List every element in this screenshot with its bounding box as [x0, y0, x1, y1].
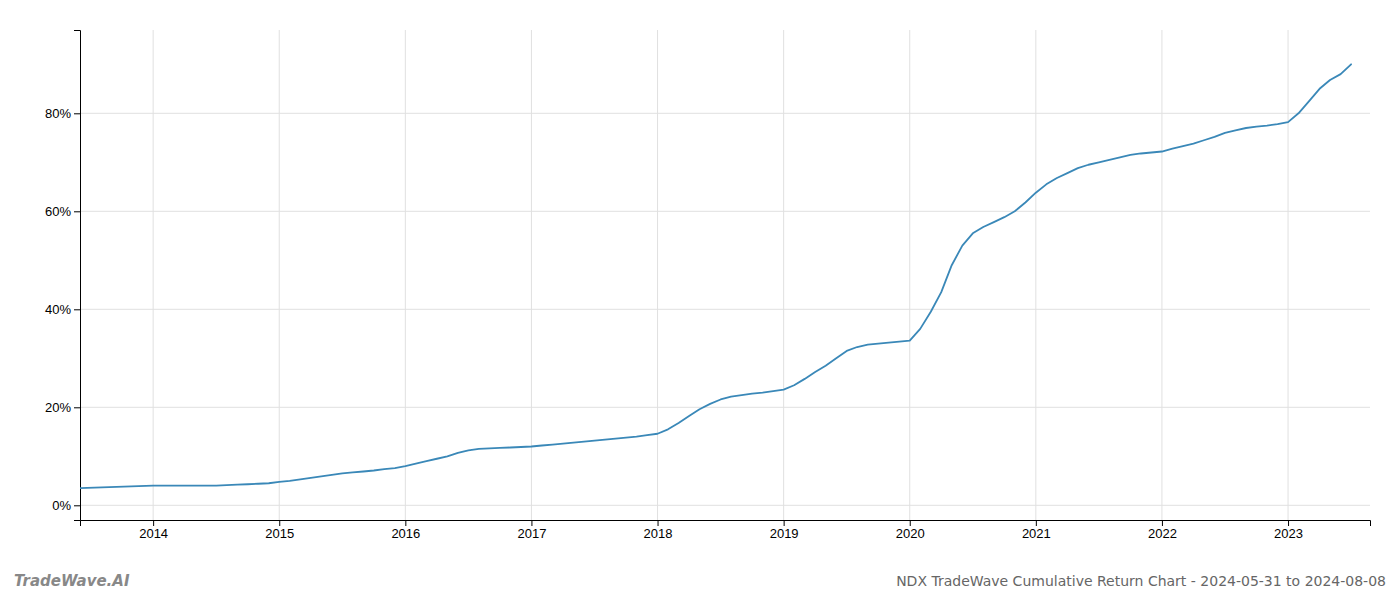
- y-tick-label: 0%: [52, 498, 71, 513]
- grid-line-x: [1035, 30, 1036, 520]
- y-tick: 60%: [45, 204, 80, 219]
- x-tick-mark: [784, 520, 785, 526]
- y-tick-label: 60%: [45, 204, 71, 219]
- watermark: TradeWave.AI: [14, 572, 130, 590]
- grid-line-x: [405, 30, 406, 520]
- x-axis-line: [81, 521, 1371, 527]
- x-tick-label: 2023: [1274, 526, 1303, 541]
- y-tick-mark: [74, 113, 80, 114]
- y-tick: 0%: [52, 498, 80, 513]
- grid-line-x: [783, 30, 784, 520]
- grid-line-y: [80, 505, 1370, 506]
- x-tick: 2020: [896, 520, 925, 541]
- x-tick-label: 2016: [391, 526, 420, 541]
- grid-line-y: [80, 211, 1370, 212]
- x-tick-label: 2015: [265, 526, 294, 541]
- y-tick-label: 20%: [45, 400, 71, 415]
- x-tick-mark: [1288, 520, 1289, 526]
- y-tick: 40%: [45, 302, 80, 317]
- grid-line-x: [657, 30, 658, 520]
- chart: 2014 2015 2016 2017 2018 2019 2020 2021 2022 2023…: [0, 0, 1400, 600]
- x-tick-mark: [531, 520, 532, 526]
- x-tick: 2018: [644, 520, 673, 541]
- x-tick: 2019: [770, 520, 799, 541]
- y-tick: 80%: [45, 106, 80, 121]
- line: [80, 64, 1351, 488]
- x-tick-label: 2018: [644, 526, 673, 541]
- x-tick-mark: [658, 520, 659, 526]
- y-tick-mark: [74, 211, 80, 212]
- x-tick: 2023: [1274, 520, 1303, 541]
- grid-line-x: [279, 30, 280, 520]
- x-tick: 2022: [1148, 520, 1177, 541]
- y-tick-label: 40%: [45, 302, 71, 317]
- grid: [80, 30, 1370, 520]
- x-tick-label: 2014: [139, 526, 168, 541]
- x-tick-label: 2021: [1022, 526, 1051, 541]
- y-tick-mark: [74, 407, 80, 408]
- grid-line-y: [80, 113, 1370, 114]
- x-tick-label: 2019: [770, 526, 799, 541]
- x-tick: 2016: [391, 520, 420, 541]
- y-tick: 20%: [45, 400, 80, 415]
- grid-line-x: [909, 30, 910, 520]
- x-tick: 2014: [139, 520, 168, 541]
- y-tick-mark: [74, 505, 80, 506]
- grid-line-y: [80, 407, 1370, 408]
- x-tick-mark: [405, 520, 406, 526]
- x-axis: 2014 2015 2016 2017 2018 2019 2020 2021 2022 2023: [81, 520, 1371, 541]
- x-tick-label: 2020: [896, 526, 925, 541]
- grid-line-x: [153, 30, 154, 520]
- x-tick-mark: [1036, 520, 1037, 526]
- plot-area: [80, 64, 1351, 488]
- x-tick-mark: [910, 520, 911, 526]
- y-axis-line: [74, 31, 81, 521]
- grid-line-y: [80, 309, 1370, 310]
- x-tick-mark: [1162, 520, 1163, 526]
- x-tick-label: 2017: [517, 526, 546, 541]
- y-tick-mark: [74, 309, 80, 310]
- grid-line-x: [1161, 30, 1162, 520]
- x-tick: 2017: [517, 520, 546, 541]
- x-tick: 2021: [1022, 520, 1051, 541]
- y-axis: 0% 20% 40% 60% 80%: [45, 31, 81, 521]
- title: NDX TradeWave Cumulative Return Chart - …: [896, 573, 1386, 589]
- y-tick-label: 80%: [45, 106, 71, 121]
- grid-line-x: [1288, 30, 1289, 520]
- x-tick-label: 2022: [1148, 526, 1177, 541]
- x-tick-mark: [153, 520, 154, 526]
- x-tick: 2015: [265, 520, 294, 541]
- x-tick-mark: [279, 520, 280, 526]
